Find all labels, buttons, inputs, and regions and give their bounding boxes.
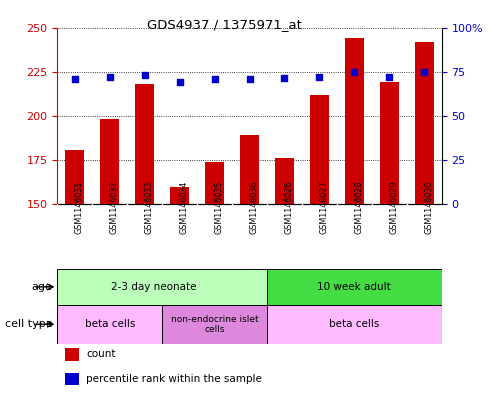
Point [176,79,184,86]
Text: GSM1146029: GSM1146029 [389,181,398,234]
Bar [275,158,294,204]
Bar [310,95,329,204]
Bar [162,305,267,344]
Point [420,68,428,75]
Bar [345,38,364,204]
Text: GSM1146036: GSM1146036 [250,181,258,234]
Bar [240,135,259,204]
Point [385,74,393,80]
Point [350,68,358,75]
Text: GSM1146032: GSM1146032 [110,181,119,234]
Text: GSM1146028: GSM1146028 [354,181,363,234]
Point [106,74,114,80]
Text: GSM1146035: GSM1146035 [215,181,224,234]
Text: GSM1146033: GSM1146033 [145,181,154,234]
Bar [57,305,162,344]
Point [246,75,253,82]
Bar [57,269,267,305]
Bar [65,348,78,361]
Text: percentile rank within the sample: percentile rank within the sample [86,374,262,384]
Text: GSM1146030: GSM1146030 [424,181,433,234]
Bar [267,269,442,305]
Text: GSM1146026: GSM1146026 [284,181,293,234]
Text: count: count [86,349,116,359]
Text: non-endocrine islet
cells: non-endocrine islet cells [171,314,258,334]
Bar [65,149,84,204]
Point [280,75,288,81]
Bar [267,305,442,344]
Bar [135,84,154,204]
Bar [415,42,434,204]
Bar [380,83,399,204]
Text: GDS4937 / 1375971_at: GDS4937 / 1375971_at [147,18,302,31]
Point [71,75,79,82]
Text: GSM1146034: GSM1146034 [180,181,189,234]
Bar [205,162,224,204]
Text: 2-3 day neonate: 2-3 day neonate [111,282,196,292]
Text: age: age [31,282,52,292]
Bar [170,187,189,204]
Point [211,75,219,82]
Bar [65,373,78,386]
Text: beta cells: beta cells [85,319,135,329]
Text: beta cells: beta cells [329,319,379,329]
Text: 10 week adult: 10 week adult [317,282,391,292]
Bar [100,119,119,204]
Text: GSM1146027: GSM1146027 [319,181,328,234]
Point [141,72,149,79]
Point [315,74,323,80]
Text: cell type: cell type [5,319,52,329]
Text: GSM1146031: GSM1146031 [75,181,84,234]
